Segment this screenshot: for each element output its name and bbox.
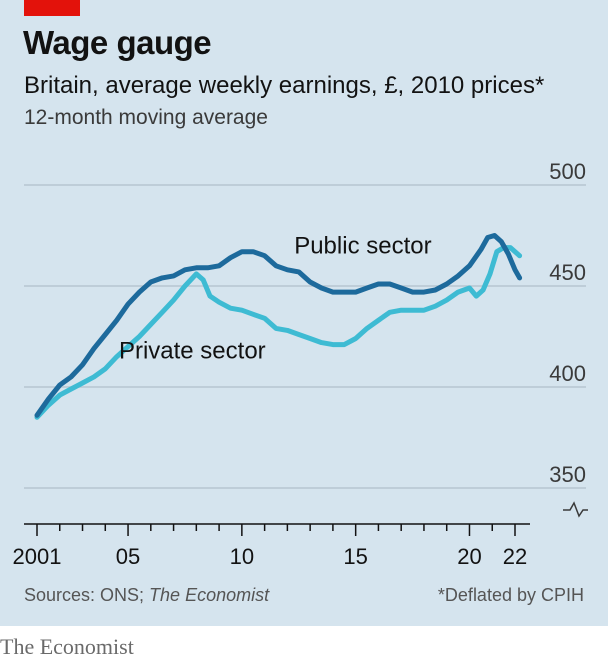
chart-title: Wage gauge	[23, 24, 212, 61]
x-tick-label-10: 10	[230, 544, 254, 569]
x-tick-label-20: 20	[457, 544, 481, 569]
chart-panel: Wage gauge Britain, average weekly earni…	[0, 0, 608, 626]
y-tick-label-500: 500	[549, 159, 586, 184]
series-line-private-sector	[34, 245, 523, 420]
deflator-note: *Deflated by CPIH	[437, 585, 584, 605]
axis-break-icon	[563, 501, 588, 518]
economist-red-tag	[24, 0, 80, 16]
source-prefix: Sources: ONS;	[24, 585, 150, 605]
source-publication: The Economist	[149, 585, 270, 605]
y-tick-label-450: 450	[549, 260, 586, 285]
line-chart: 350 400 450 500 2001 05 10 15 20 22 Public sector P…	[13, 159, 588, 569]
series-label-public-sector: Public sector	[294, 233, 431, 260]
x-tick-label-22: 22	[503, 544, 527, 569]
x-tick-label-15: 15	[343, 544, 367, 569]
x-tick-label-2001: 2001	[13, 544, 62, 569]
x-tick-label-05: 05	[116, 544, 140, 569]
brand-logo: The Economist	[0, 634, 134, 659]
chart-note: 12-month moving average	[24, 106, 268, 129]
series-line-public-sector	[34, 233, 523, 418]
source-note: Sources: ONS; The Economist	[24, 585, 269, 606]
y-tick-label-400: 400	[549, 361, 586, 386]
series-label-private-sector: Private sector	[119, 338, 266, 365]
y-tick-label-350: 350	[549, 462, 586, 487]
chart-subtitle: Britain, average weekly earnings, £, 201…	[24, 72, 545, 99]
